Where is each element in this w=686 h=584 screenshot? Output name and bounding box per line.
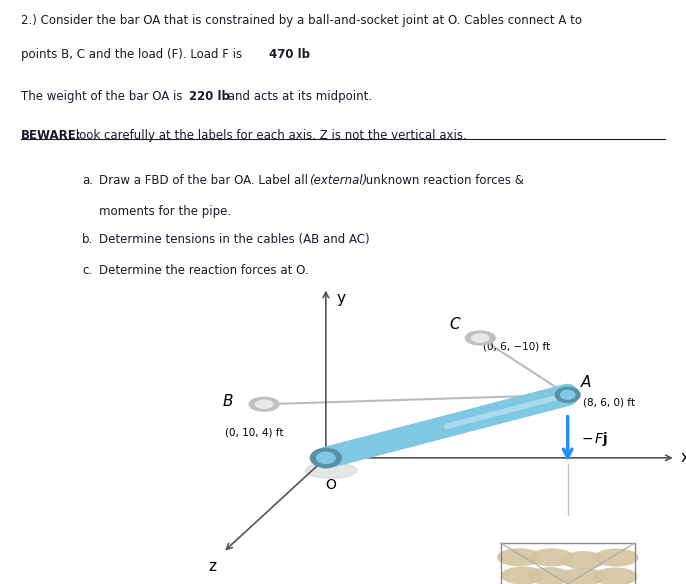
Text: (0, 6, −10) ft: (0, 6, −10) ft bbox=[483, 341, 550, 351]
Text: and acts at its midpoint.: and acts at its midpoint. bbox=[224, 90, 372, 103]
Text: A: A bbox=[580, 375, 591, 390]
Circle shape bbox=[316, 452, 335, 464]
Text: BEWARE:: BEWARE: bbox=[21, 129, 81, 142]
Text: 2.) Consider the bar OA that is constrained by a ball-and-socket joint at O. Cab: 2.) Consider the bar OA that is constrai… bbox=[21, 14, 582, 27]
Ellipse shape bbox=[530, 549, 573, 566]
Circle shape bbox=[560, 390, 575, 399]
Text: (8, 6, 0) ft: (8, 6, 0) ft bbox=[583, 398, 635, 408]
Ellipse shape bbox=[528, 568, 572, 584]
Text: moments for the pipe.: moments for the pipe. bbox=[99, 204, 232, 218]
Text: 220 lb: 220 lb bbox=[189, 90, 230, 103]
Text: C: C bbox=[449, 317, 460, 332]
Text: points B, C and the load (F). Load F is: points B, C and the load (F). Load F is bbox=[21, 48, 246, 61]
Text: b.: b. bbox=[82, 232, 93, 246]
Text: 470 lb: 470 lb bbox=[269, 48, 310, 61]
Ellipse shape bbox=[562, 551, 605, 569]
Ellipse shape bbox=[501, 567, 545, 584]
Text: (0, 10, 4) ft: (0, 10, 4) ft bbox=[224, 428, 283, 438]
Text: Draw a FBD of the bar OA. Label all: Draw a FBD of the bar OA. Label all bbox=[99, 174, 312, 187]
Ellipse shape bbox=[471, 334, 489, 342]
Text: Determine tensions in the cables (AB and AC): Determine tensions in the cables (AB and… bbox=[99, 232, 370, 246]
Ellipse shape bbox=[497, 548, 541, 566]
Text: unknown reaction forces &: unknown reaction forces & bbox=[362, 174, 524, 187]
Ellipse shape bbox=[465, 331, 495, 345]
Text: z: z bbox=[209, 559, 217, 573]
Circle shape bbox=[310, 449, 342, 467]
Text: a.: a. bbox=[82, 174, 93, 187]
Circle shape bbox=[556, 387, 580, 402]
Text: .: . bbox=[302, 48, 305, 61]
Text: B: B bbox=[223, 394, 233, 409]
Ellipse shape bbox=[305, 463, 357, 478]
Text: Determine the reaction forces at O.: Determine the reaction forces at O. bbox=[99, 263, 309, 276]
Ellipse shape bbox=[255, 400, 273, 408]
Ellipse shape bbox=[249, 397, 279, 411]
Ellipse shape bbox=[561, 568, 604, 584]
Ellipse shape bbox=[595, 549, 638, 566]
Text: y: y bbox=[336, 291, 345, 305]
Ellipse shape bbox=[593, 568, 637, 584]
Text: $-\,F\mathbf{j}$: $-\,F\mathbf{j}$ bbox=[580, 430, 608, 448]
Text: (external): (external) bbox=[309, 174, 367, 187]
Text: The weight of the bar OA is: The weight of the bar OA is bbox=[21, 90, 186, 103]
Text: c.: c. bbox=[82, 263, 93, 276]
Text: x: x bbox=[681, 450, 686, 465]
Text: O: O bbox=[326, 478, 336, 492]
Text: look carefully at the labels for each axis. Z is not the vertical axis.: look carefully at the labels for each ax… bbox=[72, 129, 466, 142]
